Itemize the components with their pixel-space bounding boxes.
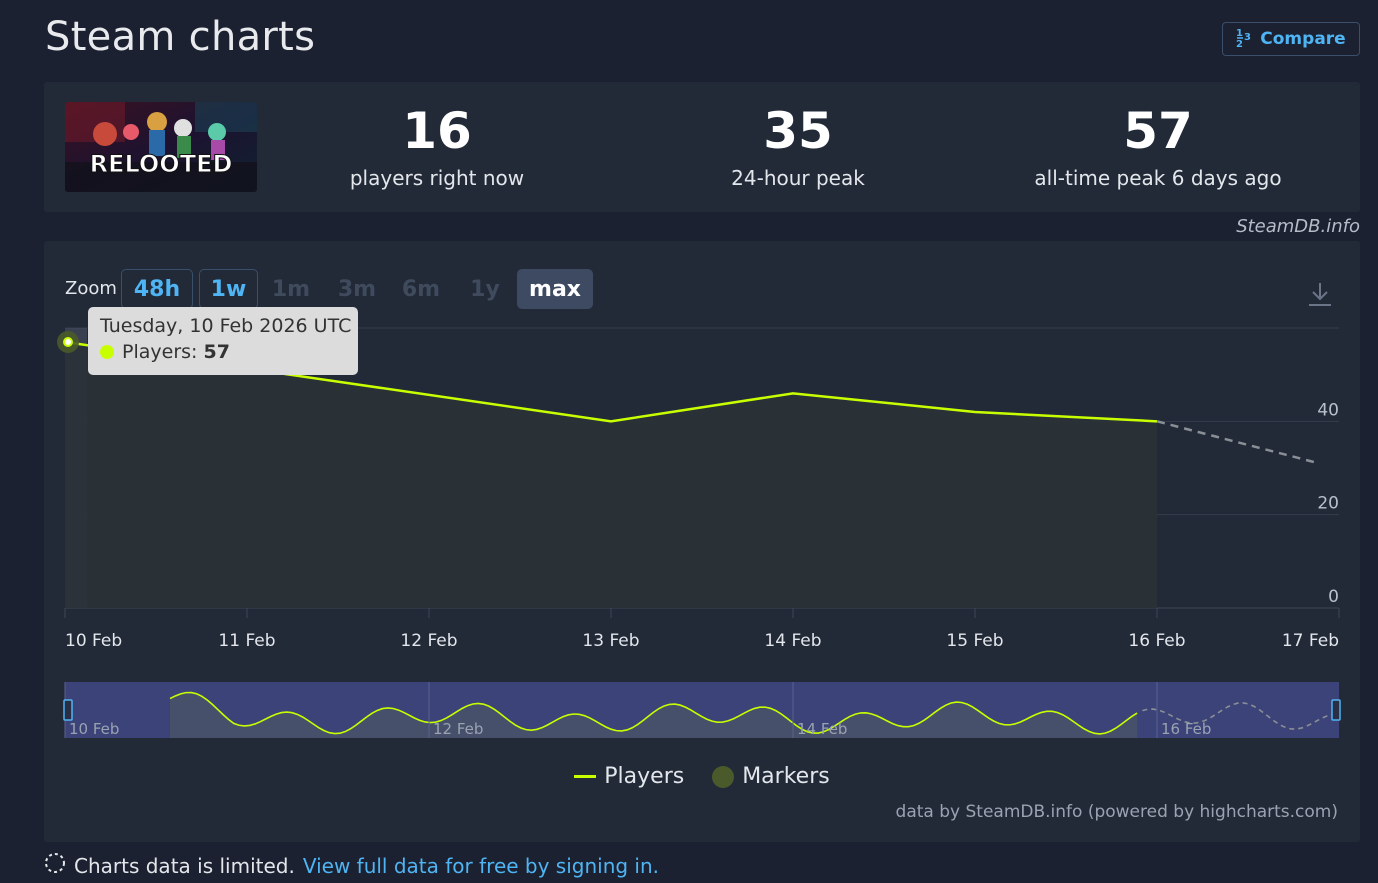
compare-button[interactable]: 1 3 2 Compare [1222,22,1360,56]
zoom-label: Zoom [65,278,117,299]
download-icon[interactable] [1308,281,1332,311]
tooltip-value: 57 [203,341,230,363]
series-line-projected [1156,420,1320,465]
stats-panel: RELOOTED 16 players right now 35 24-hour… [44,82,1360,212]
stat-value: 57 [1123,102,1193,160]
zoom-6m-button[interactable]: 6m [401,276,441,302]
x-tick-label: 10 Feb [65,631,122,651]
loading-spinner-icon [44,852,66,879]
sort-numeric-icon: 1 3 2 [1236,27,1254,52]
tooltip-series: Players [122,341,192,363]
chart-tooltip: Tuesday, 10 Feb 2026 UTC Players: 57 [88,307,358,375]
x-tick-label: 16 Feb [1128,631,1185,651]
y-tick-label: 0 [1328,587,1339,607]
zoom-48h-button[interactable]: 48h [121,269,193,309]
series-line-players [64,340,1158,423]
zoom-1w-button[interactable]: 1w [199,269,258,309]
stat-label: all-time peak 6 days ago [1034,166,1282,190]
page-title: Steam charts [45,14,316,60]
limited-data-notice: Charts data is limited. View full data f… [44,852,659,879]
x-tick-label: 17 Feb [1282,631,1339,651]
x-axis: 10 Feb 11 Feb 12 Feb 13 Feb 14 Feb 15 Feb 16 F… [64,608,1340,651]
zoom-1y-button[interactable]: 1y [470,276,500,302]
navigator-line [169,691,1138,735]
zoom-1m-button[interactable]: 1m [271,276,311,302]
navigator-label: 12 Feb [433,720,483,738]
steamdb-attribution: SteamDB.info [1236,216,1360,237]
navigator-area [170,692,1138,738]
chart-lines [57,331,1320,465]
navigator[interactable]: 10 Feb 12 Feb 14 Feb 16 Feb [63,682,1341,738]
svg-text:3: 3 [1244,32,1251,43]
x-tick-label: 11 Feb [218,631,275,651]
stat-players-now: 16 players right now [287,100,587,190]
zoom-max-button[interactable]: max [517,269,593,309]
stat-value: 16 [402,102,472,160]
stat-all-time-peak: 57 all-time peak 6 days ago [1008,100,1308,190]
limited-data-text: Charts data is limited. [74,853,295,878]
legend-markers[interactable]: Markers [712,764,830,789]
chart-area [65,342,1157,608]
y-tick-label: 20 [1317,494,1339,514]
compare-label: Compare [1260,29,1346,49]
stat-label: 24-hour peak [731,166,865,190]
tooltip-row: Players: 57 [100,341,358,363]
chart-panel: Zoom 48h 1w 1m 3m 6m 1y max 0 20 40 10 Feb… [44,241,1360,842]
legend-markers-label: Markers [742,764,830,789]
stat-value: 35 [763,102,833,160]
game-title-logo: RELOOTED [90,150,233,178]
sign-in-link[interactable]: View full data for free by signing in. [302,853,660,878]
stat-label: players right now [349,166,525,190]
legend-players-label: Players [604,764,685,789]
game-thumbnail[interactable]: RELOOTED [65,102,257,192]
svg-text:1: 1 [1236,28,1243,39]
chart-credits[interactable]: data by SteamDB.info (powered by highcha… [895,802,1338,822]
marker-circle-icon [712,765,735,788]
series-area [65,342,1157,608]
series-dot-icon [100,345,114,359]
x-tick-label: 12 Feb [400,631,457,651]
legend-players[interactable]: Players [574,764,684,789]
navigator-label: 10 Feb [69,720,119,738]
zoom-3m-button[interactable]: 3m [337,276,377,302]
stat-24h-peak: 35 24-hour peak [648,100,948,190]
chart-legend: Players Markers [44,764,1360,789]
y-tick-label: 40 [1317,400,1339,420]
x-tick-label: 15 Feb [946,631,1003,651]
players-chart[interactable]: 0 20 40 10 Feb 11 Feb 12 Feb 13 Feb 14 Feb 15 F… [44,241,1360,741]
svg-text:2: 2 [1236,39,1243,49]
tooltip-colon: : [191,341,204,363]
x-tick-label: 13 Feb [582,631,639,651]
navigator-label: 16 Feb [1161,720,1211,738]
tooltip-date: Tuesday, 10 Feb 2026 UTC [100,315,352,337]
navigator-label: 14 Feb [797,720,847,738]
line-series-icon [574,775,597,778]
hover-marker [63,337,73,347]
y-axis: 0 20 40 [1317,400,1339,607]
navigator-handle [1331,699,1341,721]
navigator-handle [63,699,73,721]
x-tick-label: 14 Feb [764,631,821,651]
